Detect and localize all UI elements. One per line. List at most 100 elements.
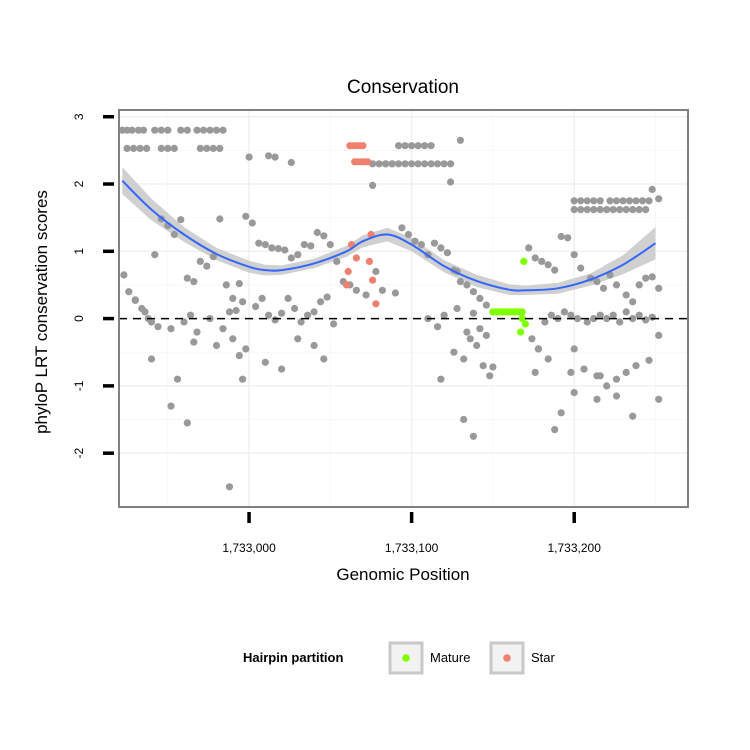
y-tick-label: -2 [72, 448, 86, 459]
data-point-other [606, 197, 614, 205]
legend-label-mature: Mature [430, 650, 470, 665]
data-point-other [170, 230, 178, 239]
data-point-star [359, 142, 367, 150]
data-point-other [154, 323, 162, 331]
data-point-other [212, 126, 221, 134]
data-point-mature [517, 328, 525, 336]
data-point-other [177, 216, 185, 224]
data-point-other [167, 325, 175, 333]
data-point-other [326, 241, 334, 249]
data-point-other [209, 253, 217, 261]
data-point-other [248, 219, 256, 227]
data-point-other [570, 251, 578, 259]
data-point-other [261, 358, 269, 366]
data-point-other [414, 142, 422, 150]
data-point-other [216, 144, 224, 152]
data-point-other [313, 228, 321, 237]
data-point-other [570, 197, 578, 205]
data-point-other [388, 160, 396, 168]
data-point-other [219, 325, 227, 333]
plot-area [118, 109, 689, 508]
data-point-other [151, 126, 159, 134]
data-point-other [430, 239, 438, 247]
data-point-other [255, 239, 263, 247]
data-point-other [437, 375, 445, 383]
data-point-other [570, 389, 578, 397]
data-point-other [216, 215, 224, 223]
data-point-other [193, 126, 201, 134]
data-point-other [440, 311, 448, 319]
x-tick-label: 1,733,200 [548, 541, 602, 555]
data-point-other [547, 311, 556, 319]
data-point-mature [518, 315, 526, 323]
data-point-other [294, 335, 302, 343]
data-point-other [408, 142, 416, 150]
data-point-other [310, 308, 318, 316]
data-point-other [414, 160, 422, 168]
data-point-other [453, 304, 461, 313]
data-point-other [437, 244, 445, 252]
smooth-confidence-band [122, 167, 656, 295]
x-tick-label: 1,733,000 [222, 541, 276, 555]
data-point-other [632, 197, 640, 205]
data-point-other [239, 298, 247, 306]
data-point-other [625, 197, 634, 205]
data-point-other [177, 126, 185, 134]
data-point-other [291, 304, 299, 313]
data-point-other [593, 395, 601, 403]
data-point-other [440, 160, 448, 168]
data-point-other [157, 126, 165, 134]
data-point-other [180, 318, 188, 326]
data-point-other [151, 251, 159, 259]
data-point-other [372, 267, 380, 276]
data-point-other [271, 316, 279, 324]
data-point-other [199, 126, 208, 134]
data-point-other [167, 402, 175, 410]
data-point-other [612, 281, 621, 289]
data-point-other [294, 251, 302, 259]
data-point-other [434, 323, 442, 331]
data-point-other [531, 368, 539, 376]
data-point-other [369, 181, 377, 189]
legend-entry-mature: Mature [388, 641, 470, 675]
data-point-other [655, 195, 663, 203]
data-point-other [541, 318, 549, 326]
data-point-other [580, 365, 588, 373]
data-point-other [479, 362, 487, 370]
data-point-other [212, 341, 221, 350]
legend-key-box [388, 641, 424, 675]
data-point-other [139, 126, 147, 134]
y-tick-label: -1 [72, 380, 86, 391]
data-point-other [278, 365, 286, 373]
data-point-other [557, 409, 565, 417]
data-point-other [616, 206, 624, 214]
data-point-other [612, 392, 621, 400]
legend-entry-star: Star [489, 641, 556, 675]
data-point-other [193, 328, 201, 336]
data-point-other [648, 185, 656, 193]
data-point-other [596, 372, 604, 380]
data-point-other [239, 375, 247, 383]
data-point-other [196, 257, 204, 265]
data-point-other [404, 230, 412, 239]
data-point-other [635, 206, 643, 214]
data-point-other [603, 382, 611, 390]
data-point-other [466, 335, 474, 343]
data-point-star [352, 254, 360, 262]
data-point-other [206, 126, 214, 134]
data-point-other [123, 144, 131, 152]
data-point-other [130, 144, 138, 152]
data-point-other [287, 158, 295, 167]
data-point-other [232, 306, 240, 315]
data-point-other [531, 254, 539, 262]
data-point-other [460, 355, 468, 363]
data-point-other [528, 335, 536, 343]
data-point-other [395, 142, 403, 150]
data-point-other [612, 197, 621, 205]
data-point-other [265, 311, 273, 319]
data-point-other [577, 264, 585, 272]
data-point-other [482, 301, 490, 309]
data-point-star [364, 158, 372, 166]
data-point-other [560, 308, 569, 316]
